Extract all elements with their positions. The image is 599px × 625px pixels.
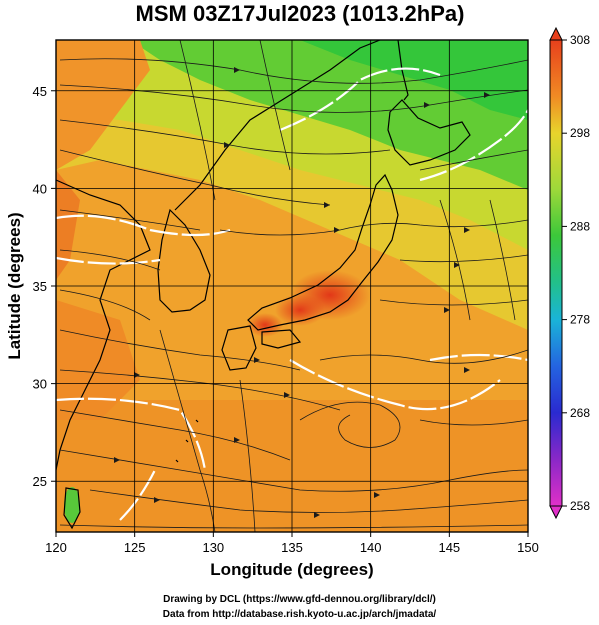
y-axis-ticks: 25 30 35 40 45 [33, 84, 56, 489]
y-tick-label: 45 [33, 84, 47, 99]
colorbar-max-arrow [549, 26, 563, 41]
x-tick-label: 150 [517, 540, 539, 555]
colorbar-tick-label: 258 [570, 499, 590, 513]
x-tick-label: 145 [438, 540, 460, 555]
x-tick-label: 140 [360, 540, 382, 555]
colorbar-tick-label: 288 [570, 219, 590, 233]
colorbar: 308 298 288 278 268 258 [549, 26, 590, 520]
credit-data: Data from http://database.rish.kyoto-u.a… [162, 609, 437, 620]
lat-lon-grid [56, 40, 528, 532]
x-tick-label: 135 [281, 540, 303, 555]
y-tick-label: 25 [33, 474, 47, 489]
coastlines [56, 40, 471, 530]
x-axis-title: Longitude (degrees) [210, 560, 373, 579]
wind-streamlines [59, 40, 528, 532]
colorbar-min-arrow [549, 505, 563, 520]
map-title: MSM 03Z17Jul2023 (1013.2hPa) [136, 1, 465, 26]
y-axis-title: Latitude (degrees) [5, 212, 24, 359]
colorbar-ticks: 308 298 288 278 268 258 [562, 33, 590, 513]
colorbar-tick-label: 268 [570, 406, 590, 420]
x-tick-label: 130 [202, 540, 224, 555]
x-tick-label: 125 [124, 540, 146, 555]
colorbar-scale [549, 39, 563, 507]
isotherm-contours [56, 67, 528, 521]
y-tick-label: 40 [33, 181, 47, 196]
x-tick-label: 120 [45, 540, 67, 555]
colorbar-tick-label: 298 [570, 126, 590, 140]
wind-arrowheads [114, 67, 490, 518]
credit-drawing: Drawing by DCL (https://www.gfd-dennou.o… [163, 594, 436, 605]
x-axis-ticks: 120 125 130 135 140 145 150 [45, 532, 539, 555]
colorbar-tick-label: 278 [570, 313, 590, 327]
colorbar-tick-label: 308 [570, 33, 590, 47]
y-tick-label: 30 [33, 377, 47, 392]
y-tick-label: 35 [33, 279, 47, 294]
